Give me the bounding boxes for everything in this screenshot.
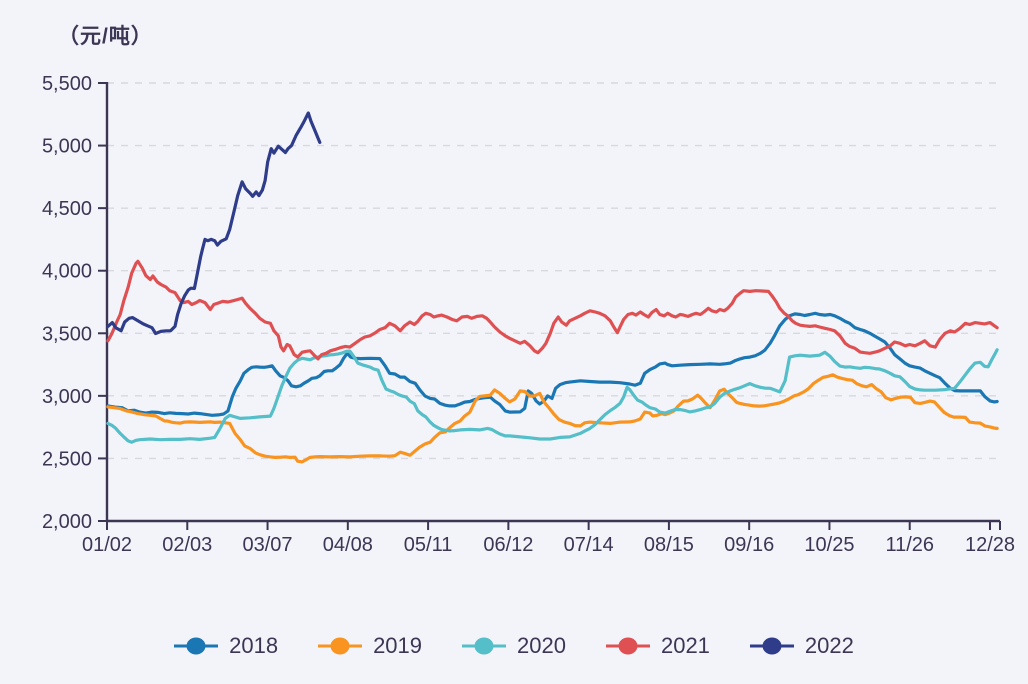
x-tick-label: 01/02 bbox=[82, 534, 132, 556]
y-tick-label: 5,500 bbox=[42, 73, 92, 95]
y-tick-label: 2,000 bbox=[42, 511, 92, 533]
y-tick-label: 2,500 bbox=[42, 448, 92, 470]
legend-label: 2020 bbox=[517, 633, 566, 658]
y-tick-label: 3,500 bbox=[42, 323, 92, 345]
y-tick-label: 3,000 bbox=[42, 386, 92, 408]
series-line-2022 bbox=[106, 111, 322, 336]
x-tick-label: 09/16 bbox=[724, 534, 774, 556]
legend: 2018 2019 2020 2021 2022 bbox=[0, 633, 1028, 659]
series-line-2021 bbox=[106, 259, 999, 361]
legend-item-2019[interactable]: 2019 bbox=[318, 633, 422, 659]
legend-item-2018[interactable]: 2018 bbox=[174, 633, 278, 659]
x-tick-label: 05/11 bbox=[404, 534, 453, 556]
legend-line-dot-icon bbox=[174, 637, 219, 655]
y-tick-label: 5,000 bbox=[42, 136, 92, 158]
x-tick-label: 07/14 bbox=[564, 534, 614, 556]
x-tick-label: 03/07 bbox=[243, 534, 293, 556]
x-tick-label: 10/25 bbox=[804, 534, 854, 556]
y-tick-label: 4,500 bbox=[42, 198, 92, 220]
y-tick-label: 4,000 bbox=[42, 261, 92, 283]
legend-label: 2022 bbox=[804, 633, 854, 658]
legend-line-dot-icon bbox=[605, 637, 650, 655]
legend-label: 2021 bbox=[660, 633, 710, 658]
series-line-2020 bbox=[106, 348, 999, 444]
x-tick-label: 11/26 bbox=[885, 534, 934, 556]
x-tick-label: 06/12 bbox=[483, 534, 533, 556]
legend-label: 2018 bbox=[229, 633, 279, 658]
x-tick-label: 04/08 bbox=[323, 534, 373, 556]
legend-line-dot-icon bbox=[318, 637, 363, 655]
x-tick-label: 12/28 bbox=[965, 534, 1015, 556]
legend-label: 2019 bbox=[373, 633, 423, 658]
series-line-2018 bbox=[106, 311, 999, 417]
y-axis-unit-label: （元/吨） bbox=[58, 25, 153, 48]
legend-line-dot-icon bbox=[462, 637, 507, 655]
x-tick-label: 08/15 bbox=[644, 534, 694, 556]
x-tick-label: 02/03 bbox=[162, 534, 212, 556]
legend-line-dot-icon bbox=[749, 637, 794, 655]
series-line-2019 bbox=[106, 373, 999, 464]
legend-item-2021[interactable]: 2021 bbox=[605, 633, 710, 659]
legend-item-2020[interactable]: 2020 bbox=[462, 633, 566, 659]
legend-item-2022[interactable]: 2022 bbox=[749, 633, 854, 659]
